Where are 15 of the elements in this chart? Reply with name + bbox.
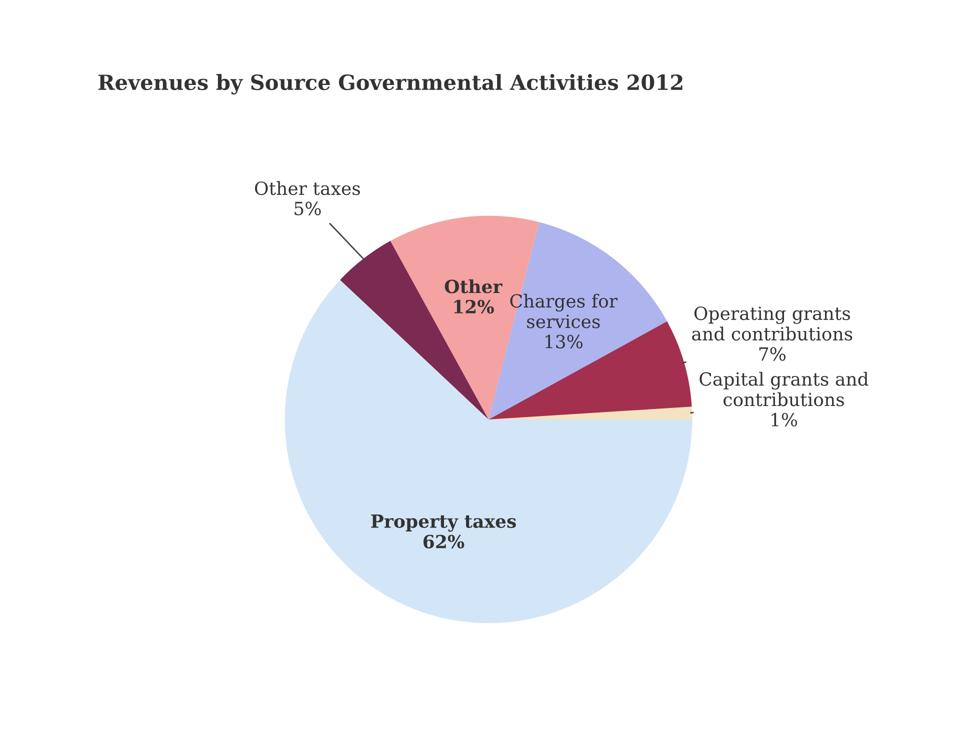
chart-title: Revenues by Source Governmental Activities 2012: [98, 74, 682, 95]
data-label: 7%: [759, 347, 786, 361]
slice-label: Capital grants and contributions: [700, 372, 868, 406]
slice-label: Operating grants and contributions: [692, 306, 852, 341]
slice-label: Other taxes: [255, 181, 360, 196]
slice-label: Charges for services: [510, 294, 618, 328]
slice-label: Property taxes: [371, 514, 516, 532]
data-label: 5%: [294, 202, 321, 216]
data-label: 13%: [546, 334, 582, 348]
pie-slice: [488, 406, 692, 420]
slice-label: Other: [444, 279, 502, 294]
data-label: 62%: [424, 534, 464, 548]
pie-slice: [284, 280, 692, 624]
data-label: 12%: [454, 300, 494, 314]
data-label: 1%: [772, 412, 798, 427]
